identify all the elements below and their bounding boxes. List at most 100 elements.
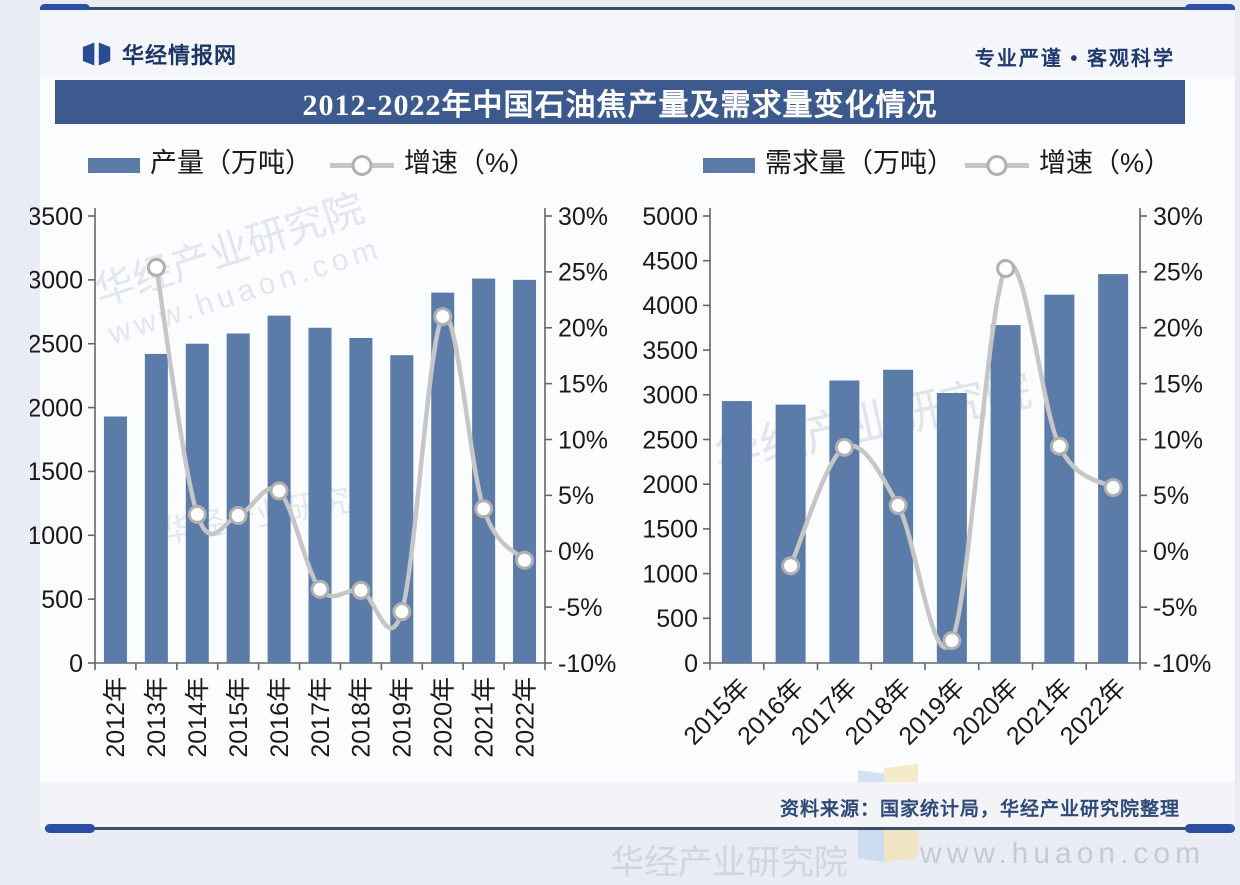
legend: 产量（万吨） 增速（%） (88, 148, 536, 178)
bar (349, 337, 373, 663)
growth-line (154, 267, 527, 631)
svg-text:-5%: -5% (558, 594, 602, 622)
bar (472, 278, 496, 663)
watermark-bottom-strip: 华经产业研究院 (610, 844, 848, 882)
x-label: 2016年 (266, 677, 294, 758)
svg-text:1500: 1500 (30, 458, 83, 486)
growth-marker (474, 499, 494, 519)
svg-text:产量（万吨）: 产量（万吨） (150, 148, 312, 178)
svg-text:30%: 30% (558, 203, 608, 231)
bar (829, 380, 860, 663)
svg-text:3000: 3000 (642, 382, 698, 410)
svg-text:-10%: -10% (1153, 650, 1211, 678)
growth-marker (1049, 436, 1069, 456)
svg-text:1000: 1000 (30, 522, 83, 550)
svg-text:需求量（万吨）: 需求量（万吨） (765, 148, 954, 178)
svg-text:2000: 2000 (30, 394, 83, 422)
bar (185, 343, 209, 663)
growth-marker (351, 580, 371, 600)
svg-text:3000: 3000 (30, 267, 83, 295)
x-label: 2015年 (225, 677, 253, 758)
growth-marker (781, 556, 801, 576)
svg-text:25%: 25% (558, 259, 608, 287)
svg-text:500: 500 (656, 605, 698, 633)
x-label: 2021年 (470, 677, 498, 758)
svg-text:20%: 20% (558, 315, 608, 343)
svg-text:2500: 2500 (30, 330, 83, 358)
growth-marker (834, 437, 854, 457)
bar (883, 369, 914, 663)
bar (513, 279, 537, 663)
growth-marker (228, 505, 248, 525)
bar (144, 353, 168, 663)
x-label: 2019年 (389, 677, 417, 758)
bottom-divider-left-cap (45, 824, 95, 833)
svg-text:0: 0 (69, 650, 83, 678)
x-label: 2012年 (102, 677, 130, 758)
data-source: 资料来源：国家统计局，华经产业研究院整理 (779, 799, 1180, 820)
svg-text:0: 0 (684, 650, 698, 678)
svg-text:25%: 25% (1153, 259, 1203, 287)
svg-text:500: 500 (41, 586, 83, 614)
bar (226, 333, 250, 663)
slogan-text: 专业严谨 • 客观科学 (974, 48, 1175, 70)
svg-text:5%: 5% (1153, 482, 1189, 510)
bar (1098, 274, 1129, 663)
svg-text:2500: 2500 (642, 426, 698, 454)
svg-text:3500: 3500 (30, 203, 83, 231)
report-page: { "header": { "brand": "华经情报网", "slogan"… (30, 4, 1235, 882)
brand-name: 华经情报网 (122, 43, 238, 68)
top-divider-right-cap (1185, 4, 1235, 13)
production-chart: 产量（万吨） 增速（%） 0 500 1000 1500 2000 2500 3000 3500 -… (30, 148, 616, 758)
bar (936, 393, 967, 663)
legend: 需求量（万吨） 增速（%） (703, 148, 1171, 178)
bar (721, 401, 752, 663)
header: 华经情报网 专业严谨 • 客观科学 (40, 10, 1235, 76)
x-label: 2013年 (143, 677, 171, 758)
top-divider (40, 4, 1235, 13)
x-label: 2018年 (348, 677, 376, 758)
x-label: 2020年 (429, 677, 457, 758)
growth-marker (515, 550, 535, 570)
growth-marker (942, 631, 962, 651)
growth-marker (310, 579, 330, 599)
growth-marker (146, 257, 166, 277)
title-banner: 2012-2022年中国石油焦产量及需求量变化情况 (55, 80, 1185, 124)
svg-text:3500: 3500 (642, 337, 698, 365)
growth-marker (269, 481, 289, 501)
svg-text:1000: 1000 (642, 560, 698, 588)
svg-text:4000: 4000 (642, 292, 698, 320)
svg-text:0%: 0% (1153, 538, 1189, 566)
svg-text:4500: 4500 (642, 247, 698, 275)
footer: 资料来源：国家统计局，华经产业研究院整理 (40, 782, 1235, 827)
x-label: 2017年 (307, 677, 335, 758)
svg-text:1500: 1500 (642, 516, 698, 544)
brand-book-icon (82, 42, 111, 66)
svg-text:-10%: -10% (558, 650, 616, 678)
chart-card: 2012-2022年中国石油焦产量及需求量变化情况 华经产业研究院 www.hu… (30, 76, 1235, 870)
svg-text:15%: 15% (558, 370, 608, 398)
svg-text:0%: 0% (558, 538, 594, 566)
growth-marker (392, 602, 412, 622)
svg-text:10%: 10% (558, 426, 608, 454)
demand-chart: 需求量（万吨） 增速（%） 0 500 1000 1500 2000 2500 3000 3500… (642, 148, 1211, 750)
brand: 华经情报网 (82, 38, 237, 70)
page-title: 2012-2022年中国石油焦产量及需求量变化情况 (302, 89, 938, 122)
svg-text:5000: 5000 (642, 203, 698, 231)
bottom-divider (45, 824, 1235, 833)
bar (431, 292, 455, 663)
growth-marker (187, 504, 207, 524)
bars (103, 278, 537, 663)
top-divider-left-cap (40, 4, 90, 13)
svg-text:增速（%）: 增速（%） (1039, 148, 1171, 178)
svg-text:-5%: -5% (1153, 594, 1197, 622)
x-label: 2022年 (511, 677, 539, 758)
svg-text:5%: 5% (558, 482, 594, 510)
svg-text:20%: 20% (1153, 315, 1203, 343)
bars (721, 274, 1129, 663)
growth-marker (1103, 478, 1123, 498)
axes (88, 208, 552, 670)
bar (308, 327, 332, 663)
svg-text:15%: 15% (1153, 370, 1203, 398)
svg-text:10%: 10% (1153, 426, 1203, 454)
